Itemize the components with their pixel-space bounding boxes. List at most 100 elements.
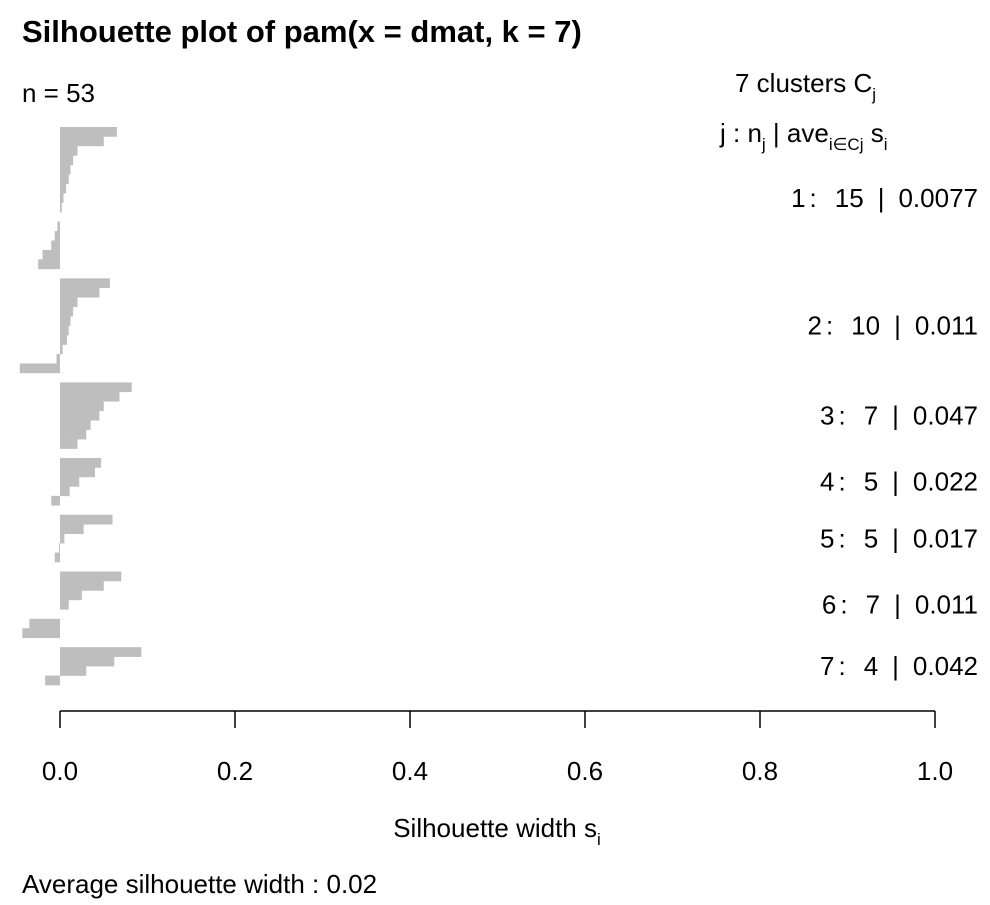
silhouette-bar xyxy=(60,599,69,610)
separator: : xyxy=(840,590,847,620)
cluster-name: 5 xyxy=(820,523,834,553)
cluster-name: 3 xyxy=(820,400,834,430)
silhouette-bar xyxy=(60,439,78,449)
x-tick-label: 0.4 xyxy=(392,756,428,786)
cluster-average: 0.0077 xyxy=(898,183,978,213)
x-tick-label: 0.0 xyxy=(42,756,78,786)
silhouette-bar xyxy=(60,316,71,326)
cluster-average: 0.042 xyxy=(913,651,978,681)
silhouette-bar xyxy=(60,420,91,430)
cluster-label: 4:5 | 0.022 xyxy=(820,467,978,497)
cluster-size: 5 xyxy=(864,467,878,497)
cluster-label: 3:7 | 0.047 xyxy=(820,400,978,430)
cluster-label: 1:15 | 0.0077 xyxy=(791,183,978,213)
legend-header-sub: j xyxy=(761,135,766,154)
x-tick-label: 1.0 xyxy=(917,756,953,786)
silhouette-bar xyxy=(60,278,110,289)
separator: : xyxy=(838,400,845,430)
silhouette-bar xyxy=(60,183,67,194)
x-axis-label-text: Silhouette width s xyxy=(393,813,597,843)
separator: : xyxy=(838,523,845,553)
legend-header: j : nj | avei∈Cj si xyxy=(719,118,887,154)
cluster-average: 0.022 xyxy=(913,467,978,497)
silhouette-bar xyxy=(60,287,100,298)
silhouette-bar xyxy=(60,524,84,534)
cluster-label: 6:7 | 0.011 xyxy=(822,590,978,620)
separator: : xyxy=(838,467,845,497)
cluster-name: 4 xyxy=(820,467,834,497)
silhouette-bar xyxy=(60,486,70,497)
silhouette-bar xyxy=(42,249,60,260)
legend-header-part: j : n xyxy=(719,118,762,148)
legend-header-part: s xyxy=(863,118,883,148)
cluster-name: 7 xyxy=(820,651,834,681)
legend-header-part: | ave xyxy=(766,118,829,148)
silhouette-bar xyxy=(22,628,60,639)
silhouette-bar xyxy=(38,259,60,270)
silhouette-bar xyxy=(57,221,60,232)
silhouette-bar xyxy=(60,174,69,185)
silhouette-bar xyxy=(45,675,60,686)
cluster-name: 1 xyxy=(791,183,805,213)
x-tick-label: 0.6 xyxy=(567,756,603,786)
silhouette-bar xyxy=(56,353,60,364)
chart-title: Silhouette plot of pam(x = dmat, k = 7) xyxy=(22,14,582,49)
silhouette-bar xyxy=(59,543,60,553)
silhouette-bar xyxy=(60,656,115,667)
separator: | xyxy=(892,400,899,430)
silhouette-bar xyxy=(60,155,74,166)
cluster-average: 0.011 xyxy=(915,311,978,341)
silhouette-bar xyxy=(60,164,71,175)
x-tick-label: 0.8 xyxy=(742,756,778,786)
cluster-average: 0.047 xyxy=(913,400,978,430)
silhouette-bar xyxy=(60,306,74,317)
silhouette-bar xyxy=(60,467,95,478)
cluster-label: 2:10 | 0.011 xyxy=(807,311,978,341)
silhouette-bar xyxy=(54,231,60,241)
footer: Average silhouette width : 0.02 xyxy=(22,869,377,899)
cluster-size: 15 xyxy=(835,183,864,213)
separator: : xyxy=(826,311,833,341)
x-axis-label: Silhouette width si xyxy=(393,813,601,849)
silhouette-bar xyxy=(60,335,67,345)
separator: | xyxy=(894,590,901,620)
x-axis-label-sub: i xyxy=(597,830,601,849)
cluster-size: 7 xyxy=(864,400,878,430)
silhouette-bar xyxy=(29,618,60,629)
silhouette-bar xyxy=(60,580,104,591)
silhouette-bar xyxy=(60,401,104,412)
n-label: n = 53 xyxy=(22,78,95,108)
silhouette-bar xyxy=(60,391,120,402)
legend-header-sub: i xyxy=(884,135,888,154)
cluster-label: 7:4 | 0.042 xyxy=(820,651,978,681)
cluster-name: 2 xyxy=(807,311,821,341)
separator: : xyxy=(838,651,845,681)
cluster-size: 4 xyxy=(864,651,878,681)
cluster-name: 6 xyxy=(822,590,836,620)
legend-title-sub: j xyxy=(871,85,876,104)
silhouette-bar xyxy=(60,647,142,657)
separator: | xyxy=(894,311,901,341)
silhouette-bar xyxy=(60,533,65,544)
silhouette-bar xyxy=(51,240,60,251)
separator: | xyxy=(892,523,899,553)
silhouette-bar xyxy=(60,458,102,468)
silhouette-bar xyxy=(60,193,64,203)
silhouette-bar xyxy=(60,514,113,525)
cluster-size: 10 xyxy=(851,311,880,341)
silhouette-bar xyxy=(60,571,122,582)
silhouette-bar xyxy=(60,666,87,676)
silhouette-bar xyxy=(60,429,87,440)
legend-header-sub: i∈Cj xyxy=(829,135,864,154)
cluster-label: 5:5 | 0.017 xyxy=(820,523,978,553)
silhouette-bar xyxy=(60,325,69,336)
cluster-average: 0.017 xyxy=(913,523,978,553)
silhouette-bar xyxy=(60,145,78,156)
separator: | xyxy=(892,467,899,497)
silhouette-bar xyxy=(60,382,132,393)
cluster-size: 7 xyxy=(866,590,880,620)
silhouette-bar xyxy=(60,590,82,601)
legend-title: 7 clusters Cj xyxy=(735,68,876,104)
silhouette-bar xyxy=(60,344,63,355)
